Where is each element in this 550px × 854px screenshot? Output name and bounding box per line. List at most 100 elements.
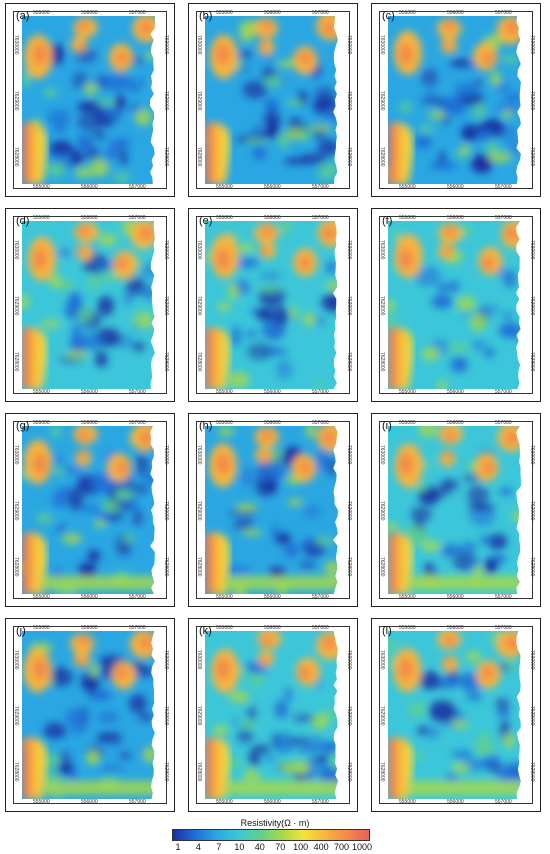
low-resistivity-blob — [81, 331, 104, 352]
mid-resistivity-blob — [113, 488, 134, 501]
mid-resistivity-blob — [35, 513, 54, 524]
resistivity-heatmap — [205, 16, 341, 184]
low-resistivity-blob — [248, 749, 261, 768]
resistivity-map — [205, 221, 341, 389]
x-tick-label: 557000 — [495, 594, 512, 600]
mid-resistivity-blob — [490, 71, 501, 87]
y-tick-label: 7628000 — [346, 352, 352, 372]
y-tick-label: 7629000 — [379, 296, 385, 316]
map-panel: (i) 555000 555000 556000 556000 557000 557000 7… — [371, 413, 541, 607]
low-resistivity-blob — [245, 330, 258, 338]
mid-resistivity-blob — [85, 750, 100, 765]
mid-resistivity-blob — [264, 75, 283, 88]
high-resistivity-core — [299, 256, 311, 270]
mid-resistivity-blob — [228, 282, 239, 300]
high-resistivity-core — [33, 248, 47, 270]
high-resistivity-core — [33, 43, 47, 65]
left-high-resistivity-zone — [388, 532, 413, 594]
mid-resistivity-blob — [286, 99, 305, 107]
x-tick-label: 556000 — [264, 389, 281, 395]
bottom-band — [225, 781, 341, 795]
low-resistivity-blob — [102, 107, 124, 121]
y-tick-label: 7630000 — [196, 240, 202, 260]
left-high-resistivity-zone — [205, 532, 230, 594]
survey-edge-mask — [333, 16, 341, 184]
mid-resistivity-blob — [421, 347, 440, 361]
high-resistivity-core — [139, 431, 153, 445]
mid-resistivity-blob — [235, 503, 258, 512]
survey-edge-mask — [333, 631, 341, 799]
x-tick-label: 556000 — [264, 625, 281, 631]
low-resistivity-blob — [242, 81, 268, 99]
y-tick-label: 7629000 — [163, 296, 169, 316]
high-resistivity-core — [78, 21, 90, 31]
mid-resistivity-blob — [502, 109, 512, 119]
mid-resistivity-blob — [420, 461, 434, 469]
low-resistivity-blob — [252, 144, 267, 161]
mid-resistivity-blob — [241, 529, 263, 536]
low-resistivity-blob — [137, 76, 148, 87]
left-high-resistivity-zone — [388, 122, 413, 184]
low-resistivity-blob — [115, 94, 126, 111]
y-tick-label: 7629000 — [196, 706, 202, 726]
bottom-band — [42, 781, 158, 795]
x-tick-label: 557000 — [312, 10, 329, 16]
y-tick-label: 7630000 — [196, 650, 202, 670]
low-resistivity-blob — [425, 724, 440, 740]
low-resistivity-blob — [291, 714, 319, 722]
x-tick-label: 557000 — [312, 625, 329, 631]
survey-edge-mask — [333, 221, 341, 389]
x-tick-label: 557000 — [495, 215, 512, 221]
low-resistivity-blob — [275, 532, 291, 545]
x-tick-label: 557000 — [129, 594, 146, 600]
x-tick-label: 557000 — [312, 594, 329, 600]
colorbar-tick-label: 7 — [216, 842, 222, 852]
mid-resistivity-blob — [286, 127, 303, 140]
y-tick-label: 7629000 — [163, 501, 169, 521]
y-tick-label: 7629000 — [346, 296, 352, 316]
x-tick-label: 557000 — [129, 420, 146, 426]
colorbar-tick-label: 1 — [175, 842, 181, 852]
high-resistivity-core — [216, 248, 230, 270]
high-resistivity-core — [299, 51, 311, 65]
low-resistivity-blob — [57, 524, 66, 535]
mid-resistivity-blob — [65, 350, 88, 359]
low-resistivity-blob — [77, 100, 103, 114]
low-resistivity-blob — [138, 713, 154, 722]
low-resistivity-blob — [501, 311, 514, 320]
high-resistivity-core — [78, 657, 86, 665]
high-resistivity-core — [78, 452, 86, 460]
low-resistivity-blob — [283, 543, 300, 558]
low-resistivity-blob — [255, 308, 275, 321]
bottom-band — [408, 781, 524, 795]
mid-resistivity-blob — [309, 125, 333, 131]
low-resistivity-blob — [274, 700, 289, 719]
y-tick-label: 7629000 — [13, 296, 19, 316]
mid-resistivity-blob — [50, 426, 62, 438]
low-resistivity-blob — [461, 124, 478, 142]
low-resistivity-blob — [294, 746, 321, 753]
mid-resistivity-blob — [240, 243, 255, 253]
mid-resistivity-blob — [129, 315, 145, 323]
low-resistivity-blob — [52, 249, 75, 257]
x-tick-label: 556000 — [447, 184, 464, 190]
panel-label: (g) — [16, 420, 30, 432]
low-resistivity-blob — [287, 737, 311, 745]
x-tick-label: 556000 — [81, 215, 98, 221]
low-resistivity-blob — [67, 488, 84, 511]
y-tick-label: 7630000 — [163, 35, 169, 55]
low-resistivity-blob — [431, 294, 453, 309]
mid-resistivity-blob — [123, 534, 135, 543]
x-tick-label: 555000 — [33, 10, 50, 16]
low-resistivity-blob — [266, 121, 280, 139]
high-resistivity-core — [78, 431, 90, 441]
resistivity-map — [22, 426, 158, 594]
colorbar — [172, 829, 370, 841]
mid-resistivity-blob — [212, 724, 228, 736]
low-resistivity-blob — [272, 306, 289, 326]
low-resistivity-blob — [68, 771, 79, 784]
y-tick-label: 7629000 — [13, 706, 19, 726]
low-resistivity-blob — [97, 710, 119, 725]
mid-resistivity-blob — [98, 233, 118, 246]
x-tick-label: 557000 — [129, 10, 146, 16]
